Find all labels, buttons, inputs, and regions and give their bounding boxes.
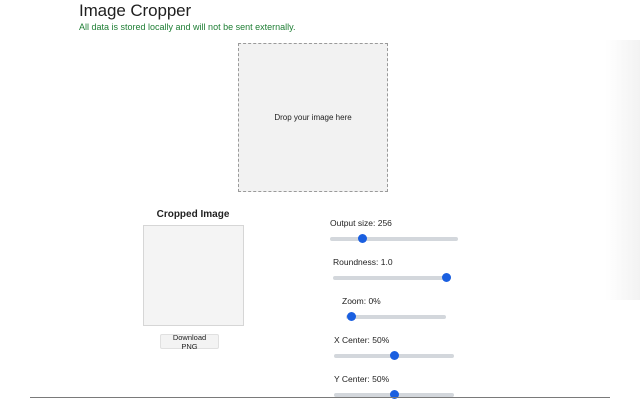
roundness-slider-thumb[interactable]: [441, 273, 451, 282]
bottom-divider: [30, 397, 610, 398]
roundness-label: Roundness: 1.0: [333, 257, 393, 267]
zoom-slider-thumb[interactable]: [346, 312, 356, 321]
right-edge-shadow: [605, 40, 640, 300]
output-size-slider[interactable]: [330, 234, 458, 243]
output-size-slider-thumb[interactable]: [357, 234, 367, 243]
x-center-slider-thumb[interactable]: [389, 351, 399, 360]
image-dropzone[interactable]: Drop your image here: [238, 43, 388, 192]
x-center-slider[interactable]: [334, 351, 454, 360]
page-title: Image Cropper: [79, 1, 192, 20]
y-center-slider-thumb[interactable]: [389, 390, 399, 399]
x-center-label: X Center: 50%: [334, 335, 390, 345]
zoom-slider[interactable]: [346, 312, 446, 321]
y-center-label: Y Center: 50%: [334, 374, 390, 384]
output-size-label: Output size: 256: [330, 218, 392, 228]
y-center-slider[interactable]: [334, 390, 454, 399]
download-png-button[interactable]: Download PNG: [160, 333, 219, 351]
roundness-slider[interactable]: [333, 273, 451, 282]
privacy-note: All data is stored locally and will not …: [79, 22, 296, 32]
cropped-image-title: Cropped Image: [156, 209, 230, 220]
zoom-label: Zoom: 0%: [342, 296, 381, 306]
cropped-image-preview: [143, 225, 244, 326]
dropzone-label: Drop your image here: [274, 113, 352, 122]
